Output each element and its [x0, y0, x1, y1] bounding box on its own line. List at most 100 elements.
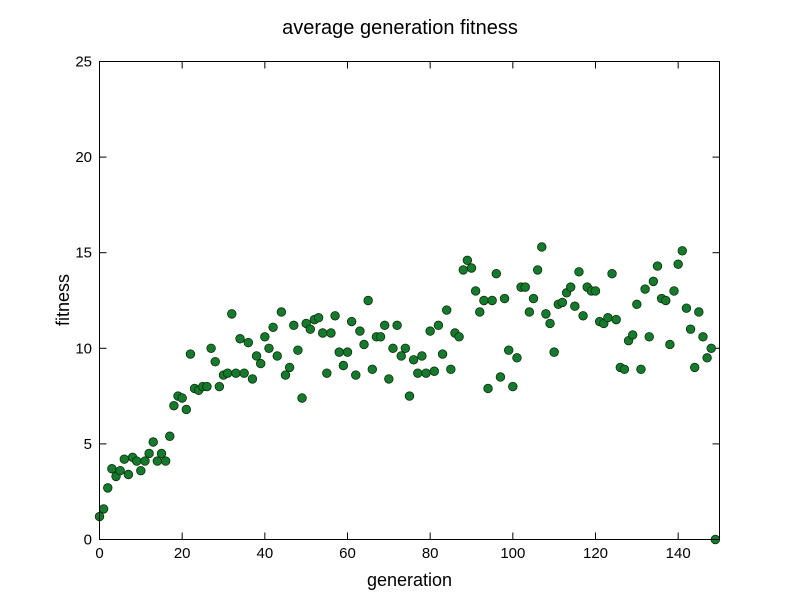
data-point — [264, 343, 274, 354]
x-tick-label: 140 — [666, 545, 691, 562]
data-point — [103, 483, 113, 493]
data-point — [177, 393, 187, 403]
x-tick-label: 100 — [500, 545, 525, 562]
data-point — [392, 320, 402, 331]
data-point — [160, 456, 171, 466]
data-point — [475, 307, 485, 317]
data-point — [342, 347, 353, 357]
data-points — [94, 242, 721, 545]
data-point — [181, 404, 192, 415]
data-point — [665, 339, 675, 350]
data-point — [640, 284, 650, 294]
data-point — [628, 330, 638, 340]
data-point — [268, 322, 278, 332]
data-point — [140, 456, 150, 466]
data-point — [549, 347, 559, 357]
data-point — [462, 255, 473, 266]
data-point — [433, 320, 444, 331]
data-point — [396, 351, 406, 361]
data-point — [326, 328, 336, 338]
data-point — [363, 295, 373, 306]
data-point — [570, 301, 580, 311]
x-tick-label: 0 — [95, 545, 103, 562]
data-point — [706, 343, 716, 354]
data-point — [305, 324, 316, 334]
data-point — [107, 464, 117, 474]
data-point — [437, 349, 448, 359]
data-point — [313, 313, 324, 323]
data-point — [156, 448, 167, 459]
x-tick-label: 40 — [256, 545, 273, 562]
data-point — [289, 320, 299, 331]
data-point — [557, 297, 568, 308]
data-point — [330, 311, 340, 321]
data-point — [545, 318, 555, 329]
data-point — [454, 332, 464, 342]
data-point — [499, 293, 510, 304]
data-point — [677, 246, 688, 256]
y-tick-label: 15 — [75, 245, 92, 262]
data-point — [384, 374, 394, 384]
data-point — [694, 307, 704, 317]
y-tick-label: 20 — [75, 149, 92, 166]
data-point — [131, 456, 142, 466]
data-point — [272, 351, 282, 361]
data-point — [495, 372, 506, 382]
data-point — [293, 345, 303, 355]
data-point — [367, 364, 378, 375]
data-point — [446, 364, 456, 375]
data-point — [429, 366, 440, 376]
data-point — [458, 265, 468, 275]
data-point — [648, 276, 659, 287]
data-point — [318, 328, 328, 338]
data-point — [508, 381, 518, 392]
x-tick-label: 60 — [339, 545, 356, 562]
data-point — [632, 299, 642, 310]
y-tick-label: 10 — [75, 340, 92, 357]
data-point — [276, 307, 287, 317]
data-point — [338, 360, 349, 371]
data-point — [404, 391, 415, 401]
data-point — [644, 332, 654, 342]
data-point — [375, 332, 386, 342]
data-point — [685, 324, 696, 334]
data-point — [574, 267, 584, 277]
data-point — [227, 309, 237, 319]
x-tick-label: 120 — [583, 545, 608, 562]
x-tick-label: 20 — [174, 545, 191, 562]
data-point — [408, 355, 419, 365]
data-point — [661, 295, 671, 306]
data-point — [355, 326, 365, 336]
data-point — [165, 431, 175, 441]
data-point — [359, 339, 369, 350]
data-point — [400, 343, 411, 354]
plot-frame — [99, 61, 720, 540]
data-point — [611, 314, 621, 325]
data-point — [239, 368, 249, 378]
data-point — [541, 309, 551, 319]
data-point — [421, 368, 431, 378]
data-point — [590, 286, 601, 296]
data-point — [243, 337, 254, 348]
data-point — [231, 368, 241, 378]
data-point — [284, 362, 295, 373]
x-axis: 0 20 40 60 80 100 120 140 — [95, 61, 691, 562]
data-point — [256, 358, 266, 369]
data-point — [152, 456, 163, 466]
data-point — [425, 326, 435, 336]
y-axis-label: fitness — [53, 274, 73, 326]
x-axis-label: generation — [367, 570, 452, 590]
data-point — [123, 469, 134, 480]
data-point — [351, 370, 361, 380]
y-axis: 0 5 10 15 20 25 — [75, 54, 720, 549]
data-point — [388, 343, 398, 354]
data-point — [479, 295, 489, 306]
data-point — [566, 282, 576, 292]
data-point — [673, 259, 683, 269]
data-point — [504, 345, 514, 355]
y-tick-label: 0 — [84, 532, 92, 549]
data-point — [334, 347, 344, 357]
data-point — [98, 504, 109, 514]
data-point — [491, 269, 502, 279]
